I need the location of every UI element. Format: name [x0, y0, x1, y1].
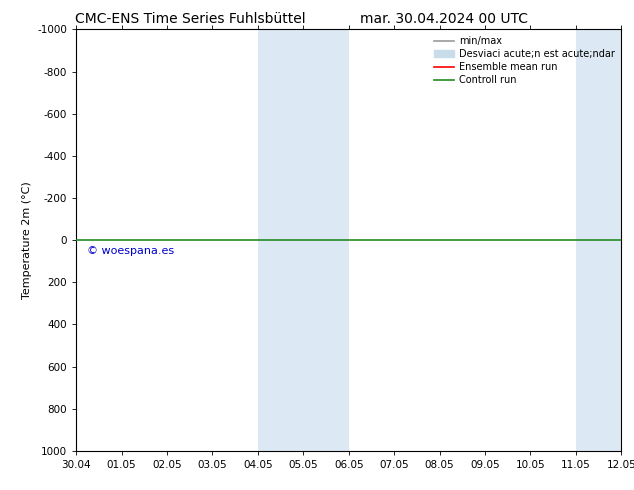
Bar — [576, 29, 621, 451]
Bar — [258, 29, 349, 451]
Text: © woespana.es: © woespana.es — [87, 245, 174, 256]
Legend: min/max, Desviaci acute;n est acute;ndar, Ensemble mean run, Controll run: min/max, Desviaci acute;n est acute;ndar… — [430, 32, 618, 89]
Y-axis label: Temperature 2m (°C): Temperature 2m (°C) — [22, 181, 32, 299]
Text: CMC-ENS Time Series Fuhlsbüttel: CMC-ENS Time Series Fuhlsbüttel — [75, 12, 306, 26]
Text: mar. 30.04.2024 00 UTC: mar. 30.04.2024 00 UTC — [360, 12, 527, 26]
